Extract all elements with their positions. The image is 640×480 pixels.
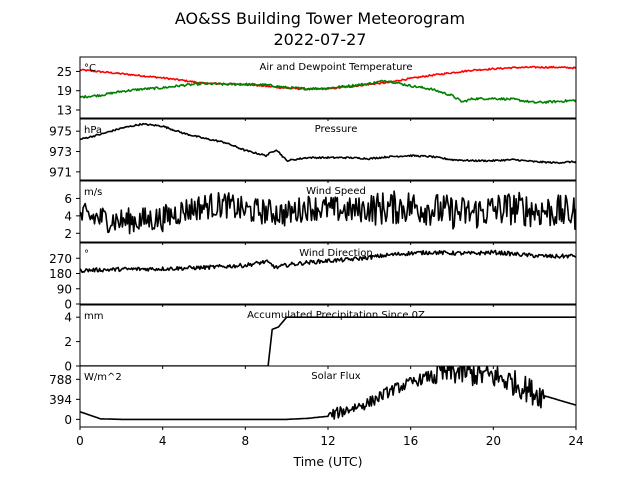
panel-2: 2 4 6 m/s Wind Speed xyxy=(64,180,577,245)
y-tick-label-3-0: 0 xyxy=(64,298,72,312)
x-axis-label: Time (UTC) xyxy=(292,454,362,469)
y-tick-label-5-0: 0 xyxy=(64,413,72,427)
x-tick-label-0: 0 xyxy=(76,434,84,448)
y-tick-label-4-2: 4 xyxy=(64,311,72,325)
y-tick-label-2-0: 2 xyxy=(64,227,72,241)
x-tick-label-1: 4 xyxy=(159,434,167,448)
y-tick-label-2-1: 4 xyxy=(64,209,72,223)
panel-0: 13 19 25 °C Air and Dewpoint Temperature xyxy=(57,56,577,121)
series-line-0-0 xyxy=(80,65,576,91)
panel-5: 0 394 788 0 4 8 12 16 20 24 W/m^2 Solar Flux xyxy=(49,365,584,448)
panel-4: 0 2 4 mm Accumulated Precipitation Since 0Z xyxy=(64,304,577,374)
panel-1: 971 973 975 hPa Pressure xyxy=(49,118,577,183)
panel-unit-3: ° xyxy=(84,249,89,260)
y-tick-label-0-2: 25 xyxy=(57,65,72,79)
panel-unit-1: hPa xyxy=(84,125,102,136)
panel-title-3: Wind Direction xyxy=(299,248,373,259)
y-tick-label-1-2: 975 xyxy=(49,125,72,139)
series-line-4-0 xyxy=(80,316,576,366)
panel-unit-2: m/s xyxy=(84,187,102,198)
x-tick-label-4: 16 xyxy=(403,434,418,448)
y-tick-label-3-2: 180 xyxy=(49,267,72,281)
y-tick-label-3-1: 90 xyxy=(57,282,72,296)
series-line-1-0 xyxy=(80,122,576,165)
panel-title-2: Wind Speed xyxy=(306,186,366,197)
x-tick-label-6: 24 xyxy=(568,434,583,448)
y-tick-label-4-0: 0 xyxy=(64,360,72,374)
series-line-0-1 xyxy=(80,79,576,104)
y-tick-label-0-1: 19 xyxy=(57,84,72,98)
panel-title-1: Pressure xyxy=(315,124,358,135)
y-tick-label-4-1: 2 xyxy=(64,335,72,349)
y-tick-label-5-2: 788 xyxy=(49,373,72,387)
x-tick-label-5: 20 xyxy=(486,434,501,448)
x-tick-label-3: 12 xyxy=(320,434,335,448)
y-tick-label-1-0: 971 xyxy=(49,165,72,179)
figure-title-line2: 2022-07-27 xyxy=(274,30,367,49)
panel-unit-0: °C xyxy=(84,63,96,74)
panel-title-4: Accumulated Precipitation Since 0Z xyxy=(247,310,425,321)
y-tick-label-0-0: 13 xyxy=(57,103,72,117)
series-line-3-0 xyxy=(80,249,576,274)
panel-unit-4: mm xyxy=(84,311,103,322)
series-line-5-0 xyxy=(80,366,576,421)
figure-title-line1: AO&SS Building Tower Meteorogram xyxy=(175,9,465,28)
panel-title-5: Solar Flux xyxy=(311,371,361,382)
y-tick-label-1-1: 973 xyxy=(49,145,72,159)
y-tick-label-5-1: 394 xyxy=(49,393,72,407)
panel-title-0: Air and Dewpoint Temperature xyxy=(260,62,413,73)
y-tick-label-3-3: 270 xyxy=(49,252,72,266)
y-tick-label-2-2: 6 xyxy=(64,192,72,206)
panel-unit-5: W/m^2 xyxy=(84,372,122,383)
x-tick-label-2: 8 xyxy=(242,434,250,448)
series-line-2-0 xyxy=(80,190,576,235)
